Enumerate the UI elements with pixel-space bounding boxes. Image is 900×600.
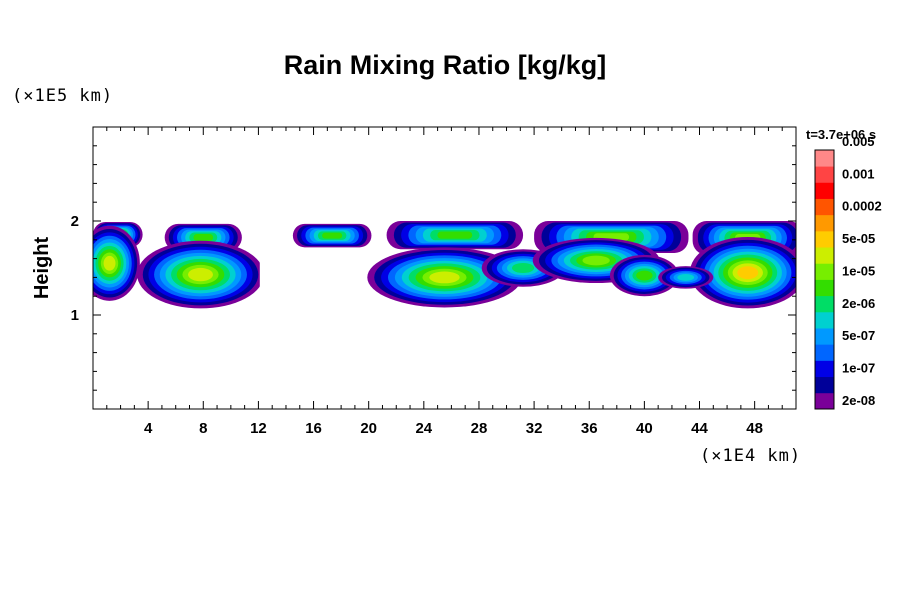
y-tick-label: 1 [71,307,79,324]
cloud-cell [429,271,460,284]
colorbar-label: 1e-07 [842,361,875,376]
colorbar-segment [815,311,834,329]
x-tick-label: 40 [636,420,653,437]
colorbar-segment [815,182,834,199]
cloud-cell [636,270,653,281]
x-tick-label: 48 [746,420,763,437]
x-tick-label: 20 [360,420,377,437]
x-tick-label: 8 [199,420,207,437]
cloud-cell [511,262,535,274]
colorbar-segment [815,150,834,167]
colorbar-segment [815,166,834,183]
colorbar-segment [815,230,834,248]
x-unit-label: (×1E4 km) [700,446,801,466]
colorbar-label: 0.0002 [842,199,882,214]
cloud-upper [437,231,473,239]
cloud-cell [737,266,759,280]
chart-title: Rain Mixing Ratio [kg/kg] [284,50,607,80]
colorbar-segment [815,263,834,280]
colorbar-segment [815,328,834,345]
cloud-cell [677,273,695,281]
y-unit-label: (×1E5 km) [12,86,113,106]
y-axis-ticks: 12 [71,145,796,391]
x-tick-label: 12 [250,420,267,437]
colorbar-segment [815,198,834,216]
colorbar-segment [815,295,834,313]
colorbar-frame [814,149,835,410]
colorbar: 2e-08 1e-07 5e-07 2e-06 1e-05 5e-05 0.0002 0.00… [814,134,882,410]
x-tick-label: 4 [144,420,153,437]
colorbar-segment [815,247,834,264]
x-axis-ticks: 4 8 12 16 20 24 28 32 36 40 44 48 [106,127,783,437]
colorbar-label: 1e-05 [842,263,875,278]
cloud-cell [188,267,213,282]
colorbar-label: 2e-08 [842,393,875,408]
colorbar-label: 0.001 [842,166,875,181]
time-label: t=3.7e+06 s [806,127,876,142]
colorbar-segment [815,344,834,361]
cloud-cell [103,255,116,271]
plot-frame [92,126,797,410]
colorbar-label: 0.005 [842,134,875,149]
colorbar-segment [815,360,834,378]
x-tick-label: 32 [526,420,543,437]
contour-layer [93,216,796,315]
colorbar-segment [815,279,834,297]
cloud-upper [193,233,214,241]
clear-gap [259,216,291,315]
x-tick-label: 24 [415,420,432,437]
x-tick-label: 16 [305,420,322,437]
cloud-cell [582,255,610,266]
colorbar-label: 5e-05 [842,231,875,246]
colorbar-label: 2e-06 [842,296,875,311]
y-tick-label: 2 [71,213,79,230]
cloud-upper [322,232,343,239]
x-tick-label: 44 [691,420,708,437]
colorbar-segment [815,392,834,410]
x-tick-label: 36 [581,420,598,437]
x-tick-label: 28 [471,420,488,437]
colorbar-label: 5e-07 [842,328,875,343]
colorbar-segment [815,376,834,394]
colorbar-segment [815,214,834,232]
y-axis-label: Height [31,237,53,300]
